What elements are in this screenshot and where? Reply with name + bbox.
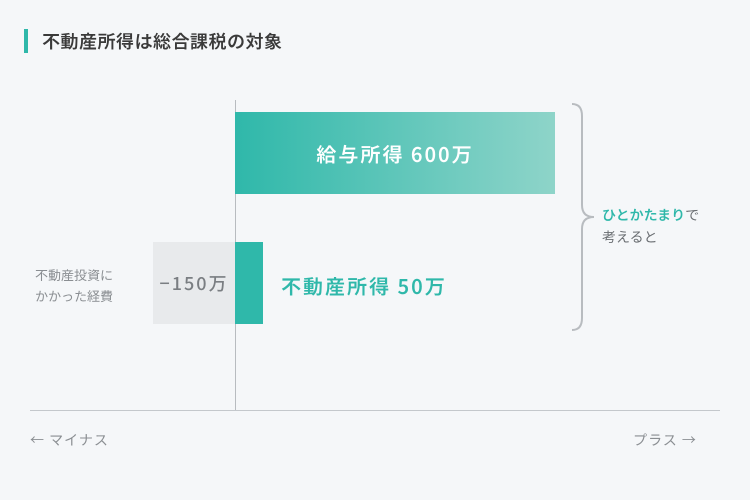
expense-caption: 不動産投資に かかった経費 (35, 265, 113, 307)
bar-salary: 給与所得 600万 (235, 112, 555, 194)
bar-expense-label: −150万 (159, 270, 228, 296)
bar-expense: −150万 (153, 242, 235, 324)
bar-real-estate (235, 242, 263, 324)
axis-label-minus: ← マイナス (30, 430, 109, 450)
page-title: 不動産所得は総合課税の対象 (42, 28, 283, 54)
axis-label-plus: プラス → (633, 430, 697, 450)
group-caption-l2: 考えると (602, 227, 658, 247)
title-accent-bar (24, 29, 28, 53)
chart: 給与所得 600万 不動産所得 50万 −150万 不動産投資に かかった経費 … (30, 100, 720, 480)
baseline (30, 410, 720, 411)
title-row: 不動産所得は総合課税の対象 (0, 0, 750, 54)
expense-caption-l2: かかった経費 (35, 286, 113, 305)
expense-caption-l1: 不動産投資に (35, 265, 113, 284)
group-caption-highlight: ひとかたまり (602, 205, 685, 225)
group-brace (570, 102, 596, 332)
bar-salary-label: 給与所得 600万 (316, 139, 473, 168)
group-caption-rest: で (685, 205, 699, 225)
group-caption: ひとかたまりで 考えると (602, 204, 699, 249)
bar-real-estate-label: 不動産所得 50万 (281, 271, 447, 300)
